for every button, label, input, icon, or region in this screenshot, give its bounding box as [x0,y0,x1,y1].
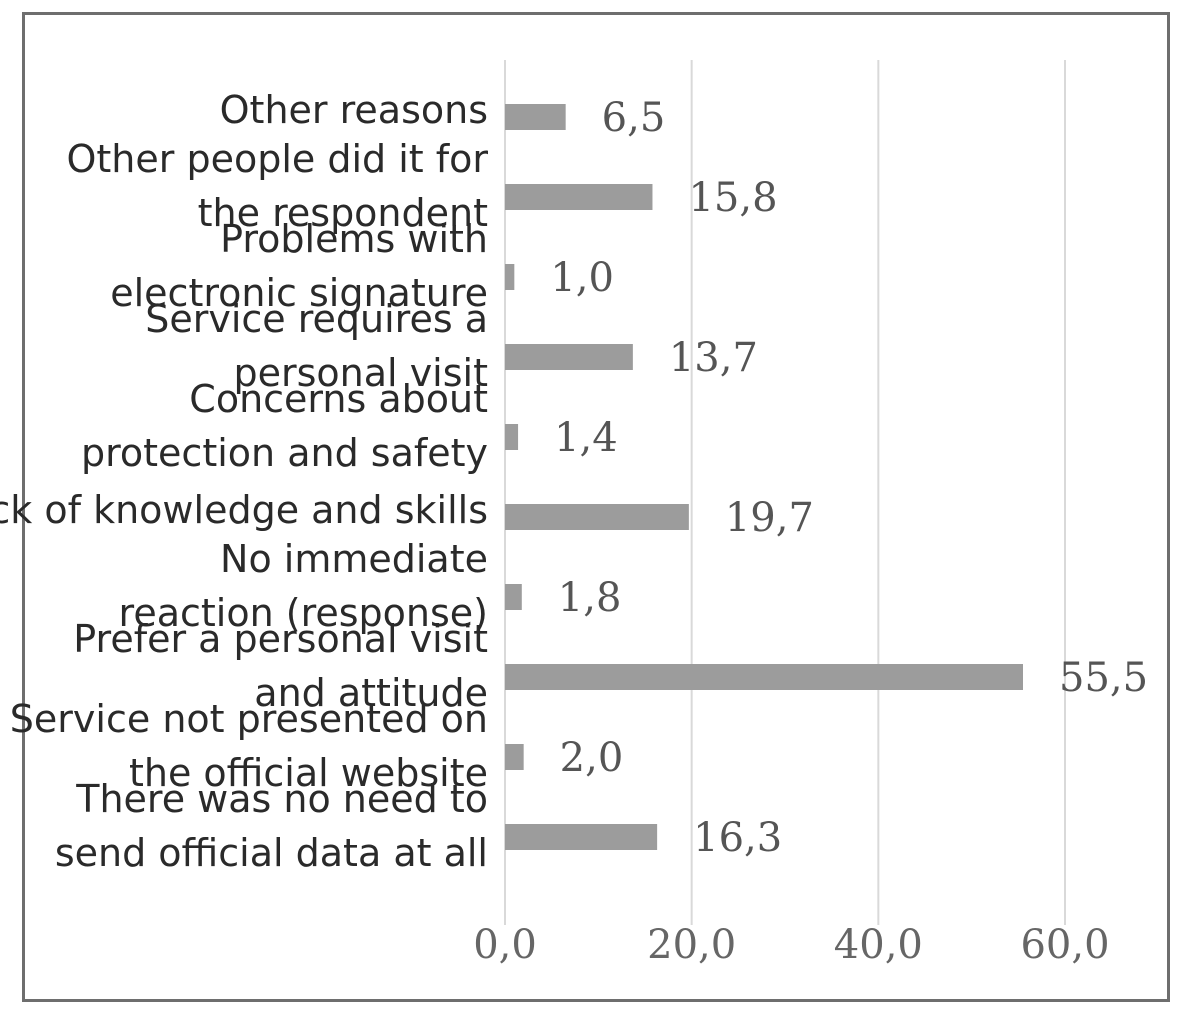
category-label: personal visit [234,351,488,395]
category-label: and attitude [254,671,488,715]
bar [505,744,524,770]
value-label: 6,5 [602,95,666,141]
category-label: reaction (response) [119,591,488,635]
bar [505,184,653,210]
category-label: There was no need to [75,777,488,821]
x-tick-label: 20,0 [647,922,736,968]
category-label: the official website [129,751,488,795]
category-label: Other reasons [220,88,488,132]
value-label: 16,3 [693,815,782,861]
category-label: the respondent [198,191,488,235]
category-label: electronic signature [110,271,488,315]
value-label: 2,0 [560,735,624,781]
value-label: 1,4 [554,415,618,461]
bar [505,344,633,370]
x-tick-label: 40,0 [834,922,923,968]
bar [505,424,519,450]
bar [505,264,515,290]
value-label: 55,5 [1059,655,1148,701]
category-label: Concerns about [189,377,488,421]
value-label: 13,7 [669,335,758,381]
category-label: Prefer a personal visit [73,617,488,661]
value-label: 19,7 [725,495,814,541]
bar [505,104,566,130]
value-label: 15,8 [688,175,777,221]
bar [505,824,658,850]
category-label: Service not presented on [10,697,488,741]
bar [505,504,689,530]
x-tick-label: 0,0 [473,922,537,968]
bar [505,584,522,610]
category-label: Service requires a [145,297,488,341]
x-tick-label: 60,0 [1020,922,1109,968]
category-label: send official data at all [55,831,488,875]
category-label: Problems with [220,217,488,261]
category-label: Other people did it for [66,137,488,181]
category-label: protection and safety [81,431,488,475]
category-label: Lack of knowledge and skills [0,488,488,532]
category-label: No immediate [220,537,488,581]
bar [505,664,1023,690]
value-label: 1,0 [550,255,614,301]
value-label: 1,8 [558,575,622,621]
